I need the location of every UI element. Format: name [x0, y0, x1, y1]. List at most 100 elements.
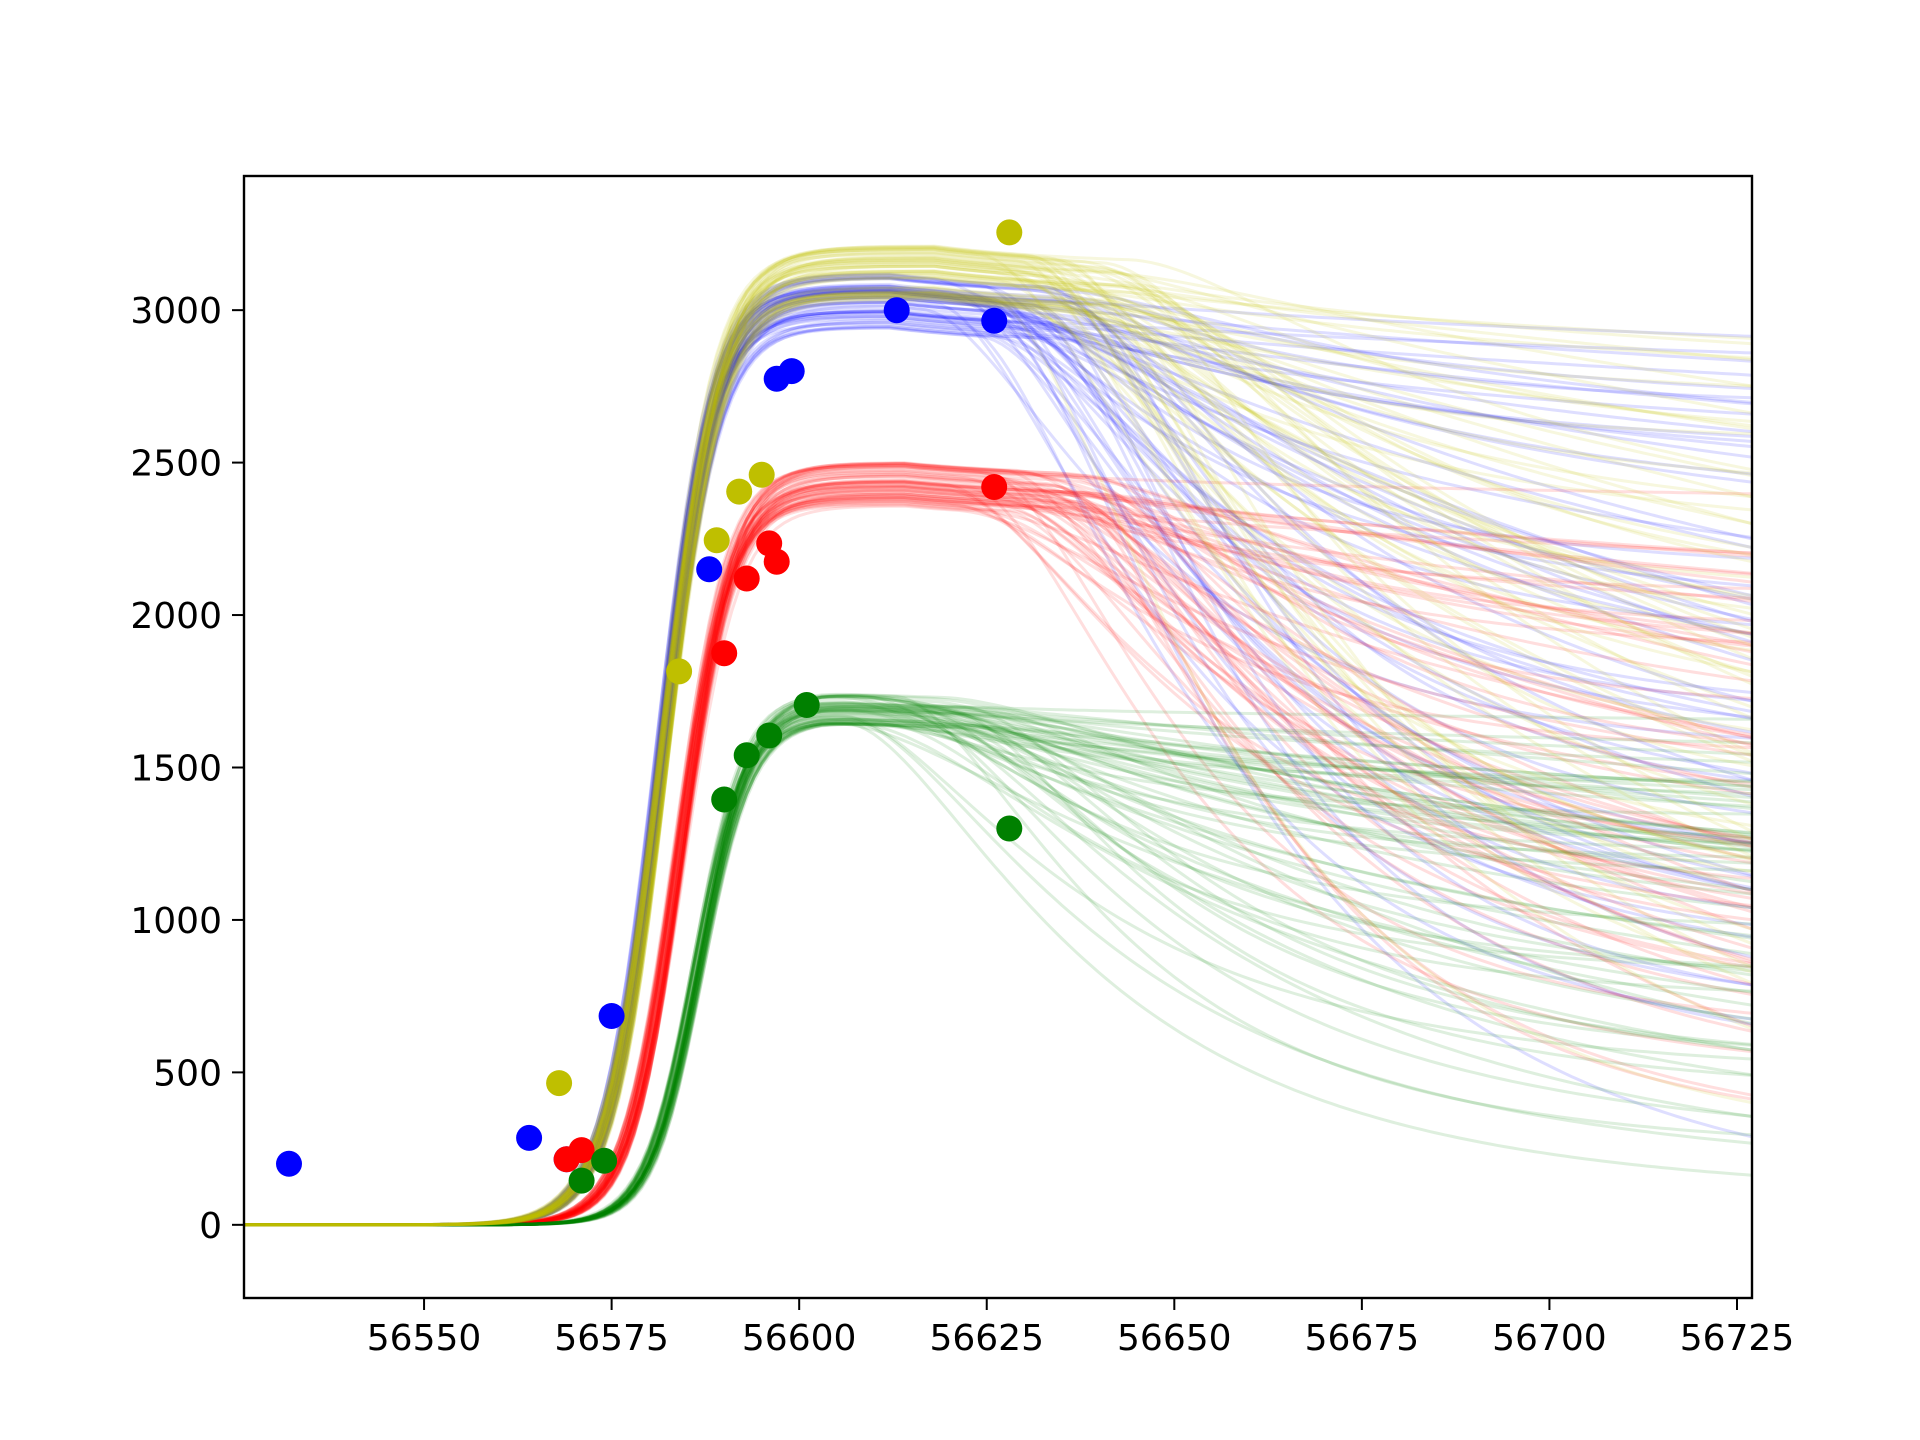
red-model-curve	[244, 494, 1752, 1227]
yellow-model-curve	[244, 286, 1752, 1227]
blue-model-curve	[244, 290, 1752, 1227]
green-model-curve	[244, 705, 1752, 1227]
x-tick-label: 56600	[742, 1318, 857, 1359]
red-model-curve	[244, 501, 1752, 1227]
yellow-model-curve	[244, 297, 1752, 1227]
red-data-point	[763, 548, 790, 575]
yellow-model-curve	[244, 258, 1752, 1227]
green-data-point	[793, 692, 820, 718]
green-model-curve	[244, 708, 1752, 1227]
red-model-curve	[244, 464, 1752, 1227]
yellow-model-curve	[244, 272, 1752, 1227]
green-model-curve	[244, 695, 1752, 1227]
red-model-curve	[244, 479, 1752, 1227]
yellow-model-curve	[244, 245, 1752, 1227]
yellow-model-curve	[244, 264, 1752, 1227]
green-data-point	[733, 742, 760, 769]
red-data-point	[711, 640, 738, 667]
green-model-curve	[244, 713, 1752, 1227]
blue-model-curve	[244, 286, 1752, 1227]
red-model-curve	[244, 495, 1752, 1227]
green-model-curve	[244, 693, 1752, 1227]
green-model-curve	[244, 706, 1752, 1227]
yellow-model-curve	[244, 293, 1752, 1227]
green-model-curve	[244, 711, 1752, 1227]
red-model-curve	[244, 481, 1752, 1227]
blue-data-point	[981, 307, 1008, 334]
green-model-curve	[244, 720, 1752, 1227]
yellow-model-curve	[244, 262, 1752, 1227]
yellow-model-curve	[244, 257, 1752, 1227]
green-model-curve	[244, 718, 1752, 1227]
plot-frame	[242, 174, 1754, 1300]
green-model-curve	[244, 707, 1752, 1227]
blue-model-curve	[244, 320, 1752, 1227]
yellow-model-curve	[244, 299, 1752, 1227]
blue-model-curve	[244, 277, 1752, 1227]
yellow-model-curve	[244, 265, 1752, 1227]
yellow-model-curve	[244, 252, 1752, 1227]
red-model-curve	[244, 492, 1752, 1227]
yellow-model-curve	[244, 246, 1752, 1227]
yellow-data-point	[726, 478, 753, 505]
green-model-curve	[244, 720, 1752, 1227]
blue-model-curve	[244, 273, 1752, 1227]
green-model-curve	[244, 708, 1752, 1227]
green-model-curve	[244, 708, 1752, 1227]
green-model-curve	[244, 710, 1752, 1227]
y-tick-label: 1000	[130, 901, 222, 942]
red-model-curve	[244, 492, 1752, 1227]
red-model-curve	[244, 499, 1752, 1227]
yellow-model-curve	[244, 292, 1752, 1227]
green-model-curve	[244, 694, 1752, 1227]
green-model-curve	[244, 703, 1752, 1227]
blue-series-curves	[244, 272, 1752, 1227]
red-model-curve	[244, 496, 1752, 1227]
green-data-point	[568, 1167, 595, 1194]
blue-model-curve	[244, 295, 1752, 1227]
yellow-model-curve	[244, 290, 1752, 1227]
yellow-model-curve	[244, 264, 1752, 1227]
yellow-model-curve	[244, 286, 1752, 1227]
yellow-model-curve	[244, 248, 1752, 1227]
red-data-point	[981, 474, 1008, 500]
blue-model-curve	[244, 272, 1752, 1227]
yellow-model-curve	[244, 295, 1752, 1227]
yellow-model-curve	[244, 256, 1752, 1227]
blue-model-curve	[244, 276, 1752, 1227]
green-model-curve	[244, 718, 1752, 1227]
yellow-model-curve	[244, 290, 1752, 1227]
blue-model-curve	[244, 290, 1752, 1227]
y-tick-label: 2500	[130, 444, 222, 485]
red-model-curve	[244, 492, 1752, 1227]
y-axis: 0 500 1000 1500 2000 2500 3000	[130, 291, 244, 1247]
red-model-curve	[244, 484, 1752, 1227]
yellow-model-curve	[244, 275, 1752, 1227]
green-model-curve	[244, 718, 1752, 1227]
red-model-curve	[244, 496, 1752, 1227]
yellow-model-curve	[244, 295, 1752, 1227]
green-model-curve	[244, 692, 1752, 1227]
yellow-series-curves	[244, 244, 1752, 1227]
green-model-curve	[244, 722, 1752, 1227]
red-model-curve	[244, 498, 1752, 1227]
blue-model-curve	[244, 304, 1752, 1227]
yellow-data-point	[546, 1070, 573, 1097]
blue-model-curve	[244, 324, 1752, 1227]
yellow-model-curve	[244, 259, 1752, 1227]
green-model-curve	[244, 710, 1752, 1227]
x-tick-label: 56700	[1492, 1318, 1607, 1359]
green-model-curve	[244, 717, 1752, 1227]
yellow-model-curve	[244, 271, 1752, 1227]
green-data-point	[591, 1147, 618, 1174]
yellow-model-curve	[244, 291, 1752, 1227]
yellow-model-curve	[244, 291, 1752, 1227]
green-model-curve	[244, 694, 1752, 1227]
data-points	[276, 219, 1023, 1194]
blue-data-point	[598, 1003, 625, 1029]
blue-model-curve	[244, 292, 1752, 1227]
yellow-model-curve	[244, 253, 1752, 1227]
red-model-curve	[244, 498, 1752, 1227]
green-model-curve	[244, 722, 1752, 1227]
blue-data-point	[778, 358, 805, 385]
